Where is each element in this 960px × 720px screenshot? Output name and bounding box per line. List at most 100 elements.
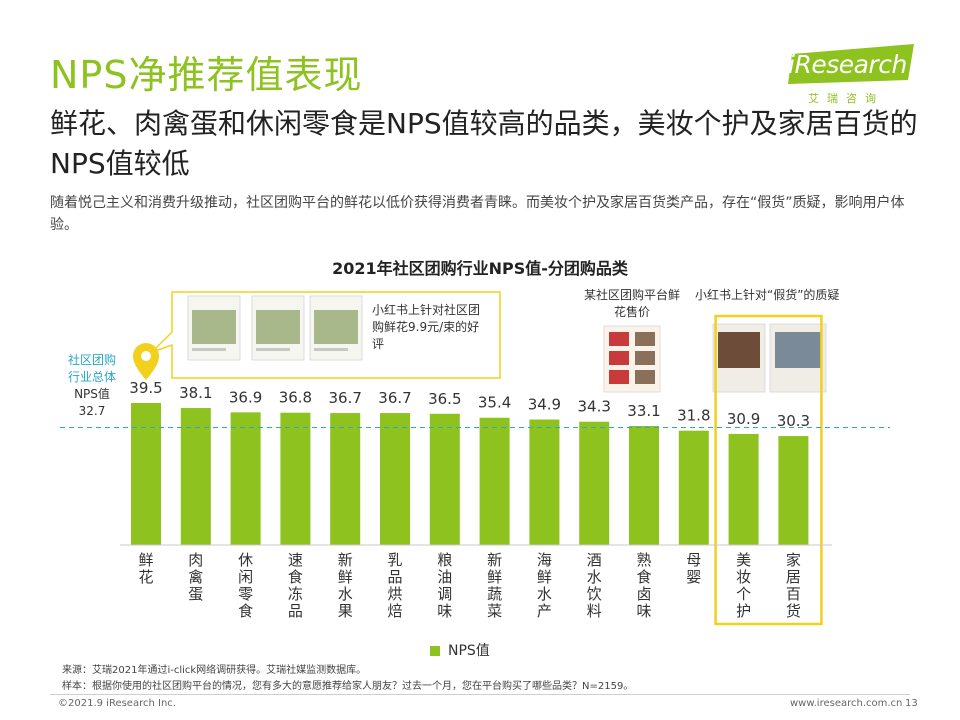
flower-photo (256, 310, 300, 344)
category-label: 饮 (587, 585, 602, 603)
doubt-photo (775, 332, 821, 368)
data-label: 35.4 (478, 394, 511, 412)
category-label: 肉 (188, 551, 203, 569)
page-number: 13 (905, 698, 918, 709)
flower-photo (192, 310, 236, 344)
review-text-line (314, 348, 348, 351)
category-label: 货 (786, 602, 801, 620)
category-label: 妆 (736, 568, 751, 586)
reference-label-line1: 社区团购 (67, 353, 116, 367)
category-label: 个 (736, 585, 751, 603)
callout-flowers-review: 小红书上针对社区团购鲜花9.9元/束的好评 (372, 303, 481, 351)
bar-海鲜水产 (529, 419, 560, 545)
data-label: 36.7 (328, 389, 361, 407)
bar-熟食卤味 (629, 426, 659, 545)
location-pin-dot (141, 351, 151, 361)
data-label: 30.9 (727, 410, 760, 428)
category-label: 水 (537, 585, 552, 603)
logo-badge-icon (788, 44, 914, 84)
price-item-thumb (635, 351, 655, 365)
data-label: 39.5 (129, 379, 162, 397)
category-label: 卤 (636, 585, 651, 603)
category-label: 酒 (587, 551, 602, 569)
iresearch-logo: iResearch 艾瑞咨询 (788, 40, 918, 110)
price-item-thumb (635, 370, 655, 384)
category-label: 花 (138, 568, 153, 586)
category-label: 水 (587, 568, 602, 586)
category-label: 百 (786, 585, 801, 603)
category-label: 新 (338, 551, 353, 569)
category-label: 休 (238, 551, 253, 569)
bar-新鲜水果 (330, 413, 361, 545)
doubt-photo (718, 332, 760, 368)
flower-photo (314, 310, 358, 344)
bar-速食冻品 (280, 412, 311, 545)
legend-swatch (430, 646, 440, 656)
category-label: 零 (238, 585, 253, 603)
category-label: 新 (487, 551, 502, 569)
category-label: 食 (288, 568, 303, 586)
chart-legend: NPS值 (430, 640, 490, 660)
category-label: 烘 (387, 585, 402, 603)
reference-value: 32.7 (78, 404, 106, 418)
category-label: 居 (786, 568, 801, 586)
location-pin-icon (133, 343, 159, 380)
page-title: NPS净推荐值表现 (50, 53, 363, 97)
bar-新鲜蔬菜 (479, 417, 510, 545)
category-label: 品 (387, 568, 402, 586)
data-label: 36.7 (378, 389, 411, 407)
data-label: 33.1 (627, 402, 660, 420)
review-text-line (256, 348, 290, 351)
category-label: 禽 (188, 568, 203, 586)
bar-休闲零食 (230, 412, 261, 545)
footer-copyright: ©2021.9 iResearch Inc. (58, 698, 176, 709)
category-label: 菜 (487, 602, 502, 620)
data-label: 36.5 (428, 390, 461, 408)
category-label: 果 (338, 602, 353, 620)
callout-fake-doubt: 小红书上针对“假货”的质疑 (695, 288, 840, 302)
logo-text: iResearch (788, 50, 907, 79)
bar-母婴 (678, 430, 709, 545)
reference-label-line3: NPS值 (74, 387, 110, 401)
data-label: 36.8 (279, 389, 312, 407)
category-label: 鲜 (537, 568, 552, 586)
data-label: 34.9 (528, 396, 561, 414)
category-label: 鲜 (487, 568, 502, 586)
callout-flowers-price: 某社区团购平台鲜花售价 (583, 288, 680, 319)
data-label: 30.3 (777, 412, 810, 430)
data-label: 38.1 (179, 384, 212, 402)
bar-鲜花 (131, 403, 161, 545)
category-label: 护 (736, 602, 751, 620)
data-label: 31.8 (677, 407, 710, 425)
category-label: 味 (636, 602, 651, 620)
price-item-thumb (609, 332, 629, 346)
category-label: 乳 (387, 551, 402, 569)
category-label: 速 (288, 551, 303, 569)
bar-美妆个护 (728, 433, 759, 545)
industry-reference-label: 社区团购 行业总体 NPS值 32.7 (56, 352, 128, 420)
bar-乳品烘焙 (380, 413, 410, 545)
data-label: 36.9 (229, 388, 262, 406)
bar-酒水饮料 (579, 421, 610, 545)
category-label: 调 (437, 585, 452, 603)
page-subtitle: 鲜花、肉禽蛋和休闲零食是NPS值较高的品类，美妆个护及家居百货的NPS值较低 (50, 107, 918, 180)
category-label: 食 (636, 568, 651, 586)
category-label: 蔬 (487, 585, 502, 603)
category-label: 蛋 (188, 585, 203, 603)
footer-url: www.iresearch.com.cn (790, 698, 903, 709)
category-label: 油 (437, 568, 452, 586)
category-label: 鲜 (338, 568, 353, 586)
highlight-frame (714, 314, 823, 626)
category-label: 海 (537, 551, 552, 569)
legend-label: NPS值 (448, 643, 490, 659)
category-label: 焙 (387, 602, 402, 620)
category-label: 冻 (288, 585, 303, 603)
category-label: 产 (537, 602, 552, 620)
bar-肉禽蛋 (180, 408, 211, 545)
category-label: 料 (587, 602, 602, 620)
page-description: 随着悦己主义和消费升级推动，社区团购平台的鲜花以低价获得消费者青睐。而美妆个护及… (50, 195, 905, 233)
category-label: 母 (686, 551, 701, 569)
bar-家居百货 (778, 436, 809, 545)
price-item-thumb (609, 370, 629, 384)
